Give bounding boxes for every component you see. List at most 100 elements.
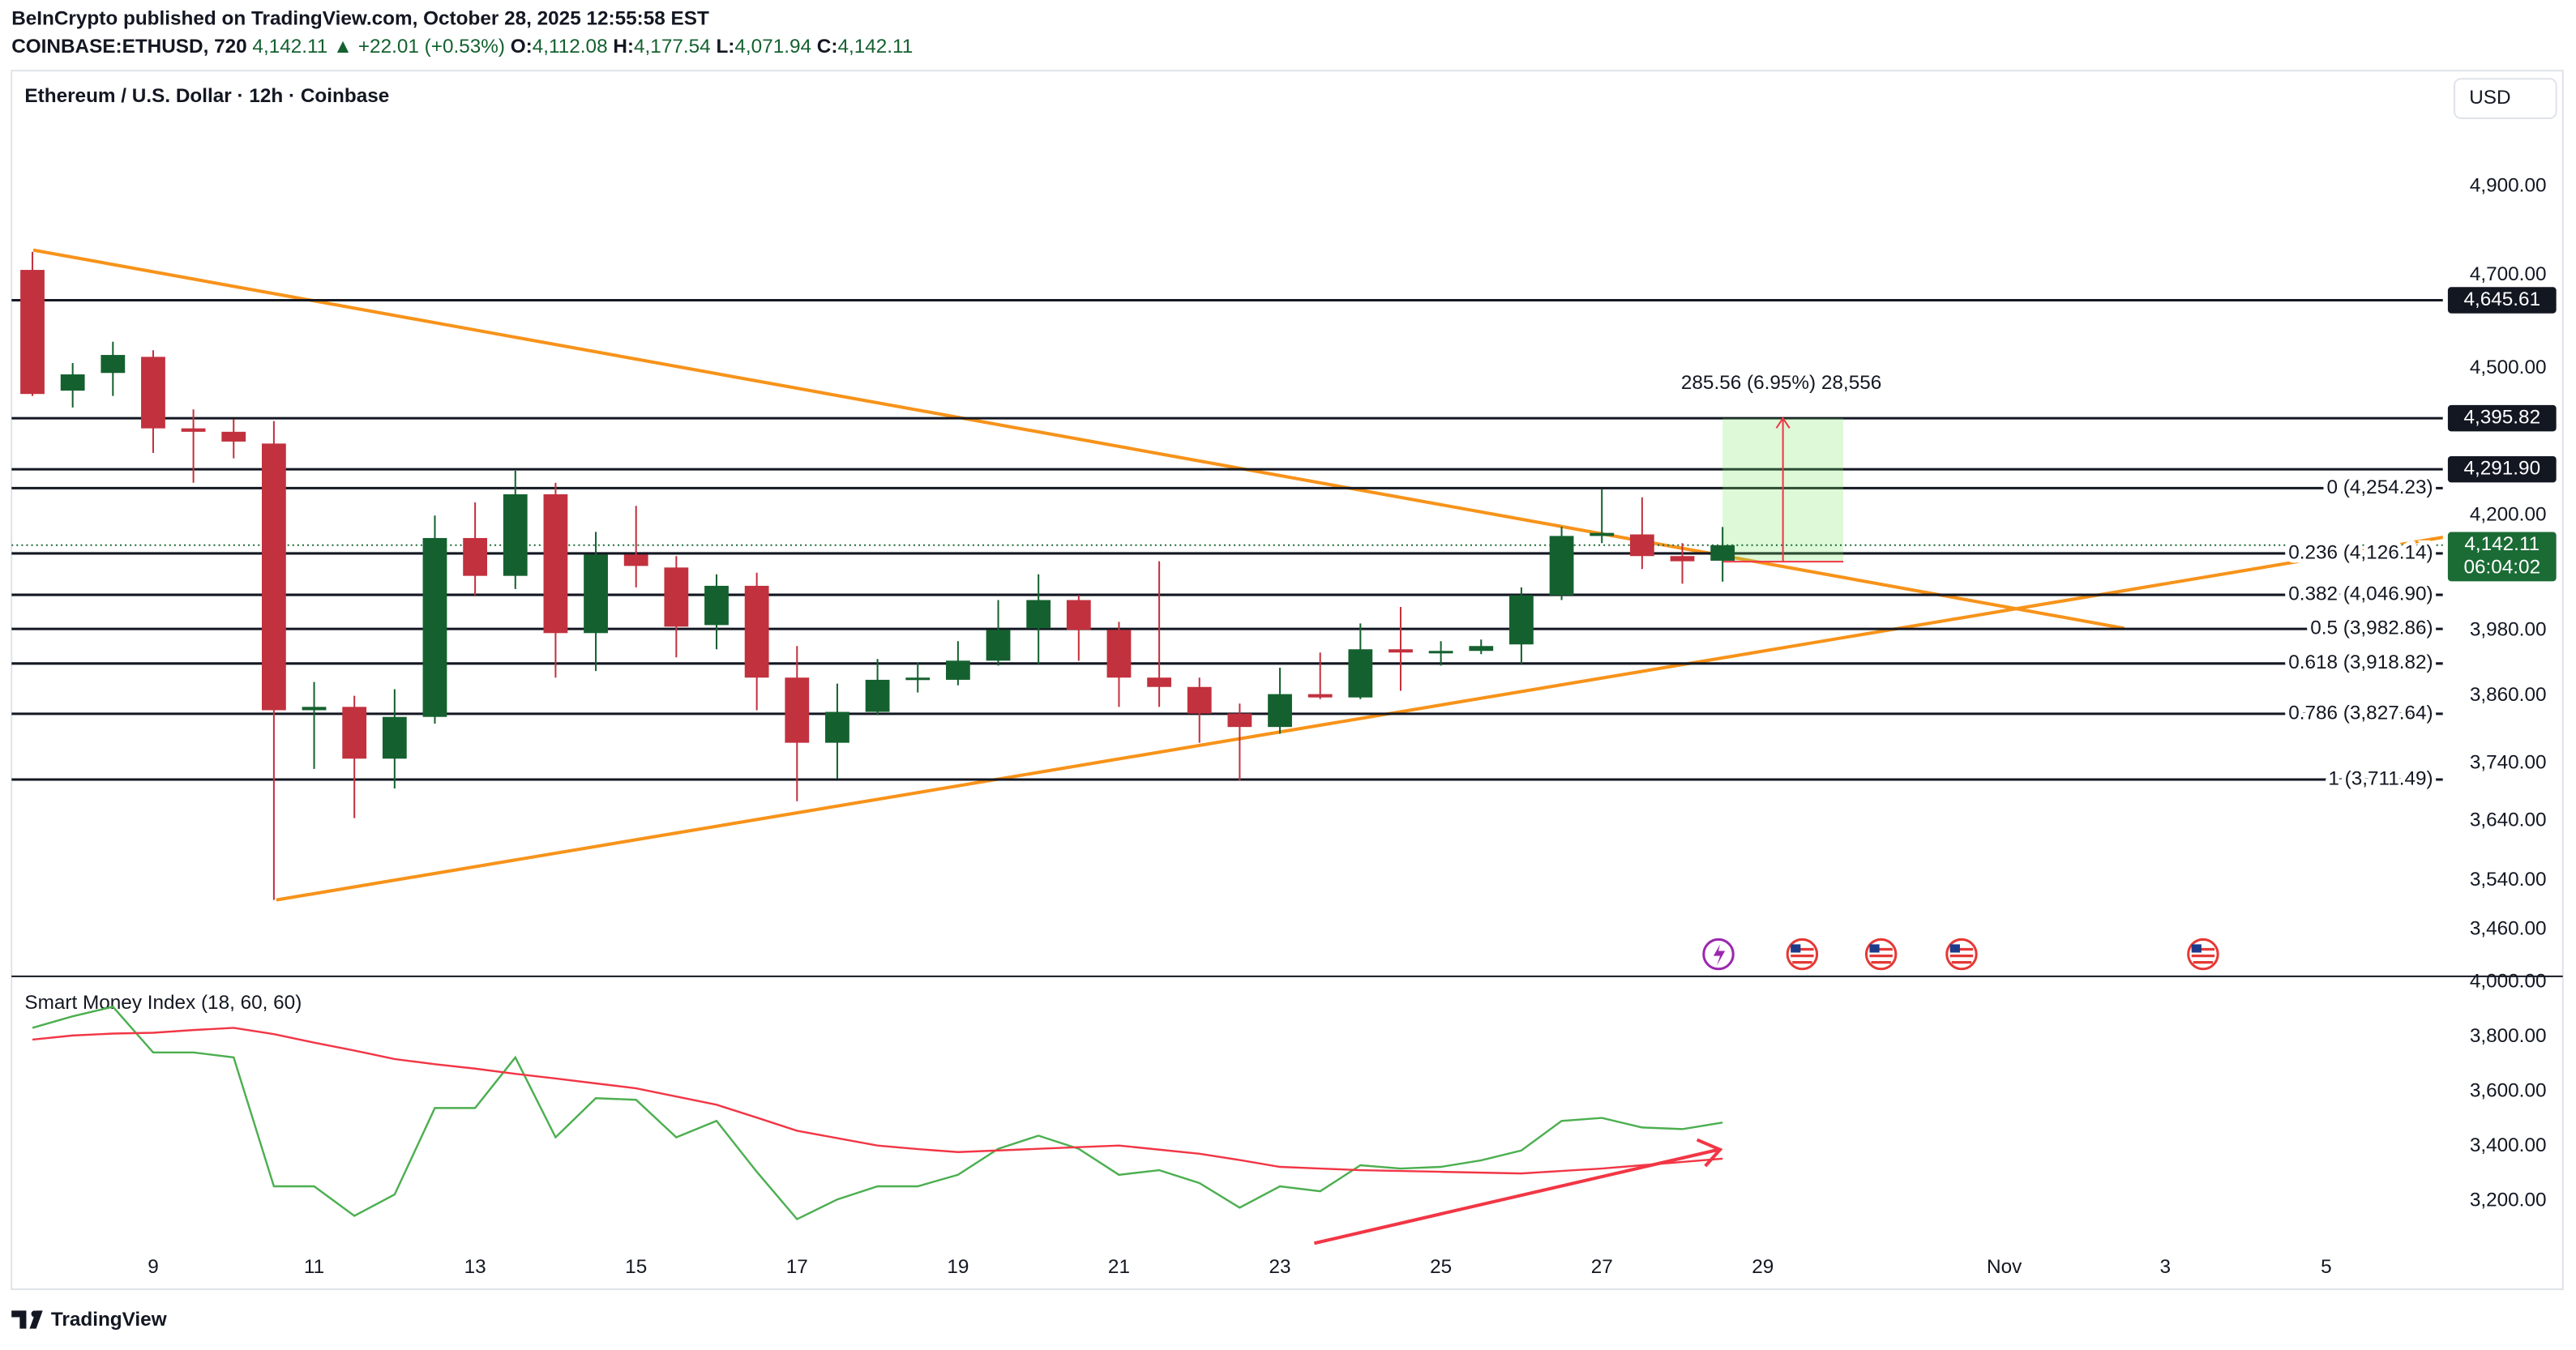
candle-body — [744, 585, 769, 678]
candle-body — [1590, 532, 1615, 536]
flag-canton — [1949, 944, 1960, 953]
ohlc-key: L: — [716, 36, 734, 58]
y-tick-label: 3,740.00 — [2470, 751, 2547, 773]
y-tick-label: 3,400.00 — [2470, 1134, 2547, 1156]
countdown-label: 06:04:02 — [2463, 557, 2540, 579]
published-line: BeInCrypto published on TradingView.com,… — [11, 8, 709, 30]
x-tick-label: 3 — [2159, 1256, 2171, 1278]
candle-body — [905, 677, 931, 681]
candle-body — [1227, 713, 1252, 728]
flag-icon[interactable] — [1945, 938, 1978, 971]
candle-body — [1469, 646, 1494, 652]
candle-body — [141, 357, 165, 429]
candle-body — [1509, 595, 1534, 645]
candle-body — [704, 585, 729, 626]
candle-body — [60, 374, 85, 391]
candle-body — [986, 630, 1011, 661]
x-tick-label: 29 — [1752, 1256, 1774, 1278]
fib-label: 0.786 (3,827.64) — [2288, 702, 2433, 724]
candle-body — [20, 270, 45, 395]
x-tick-label: 19 — [947, 1256, 969, 1278]
candle-body — [945, 660, 970, 680]
candle-body — [543, 493, 568, 634]
currency-button[interactable] — [2453, 78, 2557, 119]
ohlc-key: O: — [511, 36, 533, 58]
flag-canton — [1869, 944, 1880, 953]
y-tick-label: 3,800.00 — [2470, 1025, 2547, 1047]
price: 4,142.11 — [252, 36, 327, 58]
candle-body — [1629, 534, 1654, 557]
y-tick-label: 3,460.00 — [2470, 917, 2547, 939]
candle-body — [302, 707, 327, 711]
last-price-box — [2447, 532, 2557, 582]
level-label: 4,645.61 — [2463, 288, 2540, 310]
level-label-box — [2447, 404, 2557, 432]
candle-body — [1268, 694, 1292, 728]
y-tick-label: 3,600.00 — [2470, 1080, 2547, 1102]
ohlc-value: 4,071.94 — [734, 36, 811, 58]
symbol: COINBASE:ETHUSD, 720 — [11, 36, 246, 58]
level-label: 4,291.90 — [2463, 458, 2540, 480]
fib-label: 0.382 (4,046.90) — [2288, 583, 2433, 605]
candle-body — [825, 711, 849, 743]
overlay: 4,900.00 4,700.00 4,500.00 4,200.00 3,980.00… — [148, 174, 2557, 1278]
y-tick-label: 3,980.00 — [2470, 618, 2547, 640]
smi-line — [32, 1027, 1723, 1175]
flag-ring — [1786, 938, 1819, 971]
level-label: 4,395.82 — [2463, 407, 2540, 429]
fib-label: 1 (3,711.49) — [2328, 767, 2433, 789]
x-tick-label: 5 — [2321, 1256, 2332, 1278]
measure-arrow-head — [1775, 417, 1791, 429]
candle-body — [1106, 630, 1132, 678]
measure-label: 285.56 (6.95%) 28,556 — [1681, 372, 1881, 394]
flag-icon[interactable] — [1864, 938, 1898, 971]
candle-body — [1710, 545, 1735, 561]
trendline — [32, 248, 2125, 630]
main-pane — [11, 248, 2443, 902]
x-tick-label: 17 — [786, 1256, 808, 1278]
candle-body — [1670, 556, 1695, 562]
candle-body — [664, 567, 689, 627]
chart-title: Ethereum / U.S. Dollar · 12h · Coinbase — [24, 85, 389, 107]
flag-icon[interactable] — [2187, 938, 2219, 971]
x-tick-label: 21 — [1108, 1256, 1130, 1278]
y-tick-label: 3,200.00 — [2470, 1190, 2547, 1211]
logo-text: TradingView — [51, 1309, 167, 1331]
candle-body — [463, 537, 488, 576]
event-icons — [1702, 938, 2219, 971]
ohlc-value: 4,142.11 — [837, 36, 913, 58]
level-label-box — [2447, 455, 2557, 483]
fib-label: 0.236 (4,126.14) — [2288, 541, 2433, 563]
chart-frame — [11, 70, 2564, 1291]
y-tick-label: 4,000.00 — [2470, 970, 2547, 992]
smi-line — [32, 1006, 1723, 1221]
x-tick-label: 15 — [625, 1256, 647, 1278]
event-bolt — [1713, 944, 1726, 966]
x-tick-label: 13 — [464, 1256, 486, 1278]
fib-label: 0 (4,254.23) — [2327, 476, 2433, 498]
ohlc-key: C: — [817, 36, 838, 58]
candle-body — [785, 677, 810, 743]
candle-body — [584, 554, 608, 634]
last-price-label: 4,142.11 — [2464, 533, 2540, 555]
trendline — [276, 535, 2443, 902]
y-tick-label: 3,860.00 — [2470, 684, 2547, 706]
logo-mark — [11, 1310, 43, 1329]
candle-body — [1187, 686, 1212, 714]
y-tick-label: 4,700.00 — [2470, 263, 2547, 285]
flag-ring — [2187, 938, 2219, 971]
x-tick-label: 11 — [304, 1256, 324, 1278]
level-label-box — [2447, 287, 2557, 314]
candle-body — [1307, 694, 1333, 698]
x-tick-label: 27 — [1591, 1256, 1613, 1278]
candle-body — [1147, 677, 1172, 687]
change: ▲ +22.01 (+0.53%) — [333, 36, 505, 58]
currency-label[interactable]: USD — [2469, 87, 2510, 109]
candle-body — [1026, 600, 1051, 629]
candle-body — [262, 443, 286, 711]
y-tick-label: 3,540.00 — [2470, 869, 2547, 891]
flag-icon[interactable] — [1786, 938, 1819, 971]
ohlc-value: 4,112.08 — [533, 36, 608, 58]
smi-pane — [32, 1006, 1723, 1221]
